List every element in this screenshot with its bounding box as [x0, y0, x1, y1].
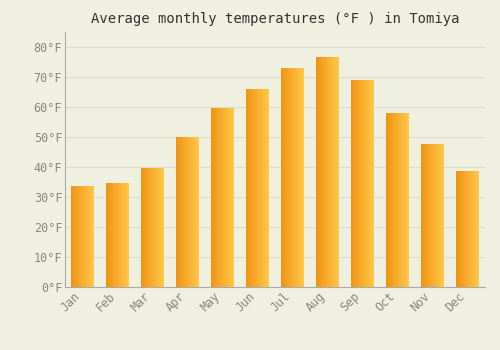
- Title: Average monthly temperatures (°F ) in Tomiya: Average monthly temperatures (°F ) in To…: [91, 12, 459, 26]
